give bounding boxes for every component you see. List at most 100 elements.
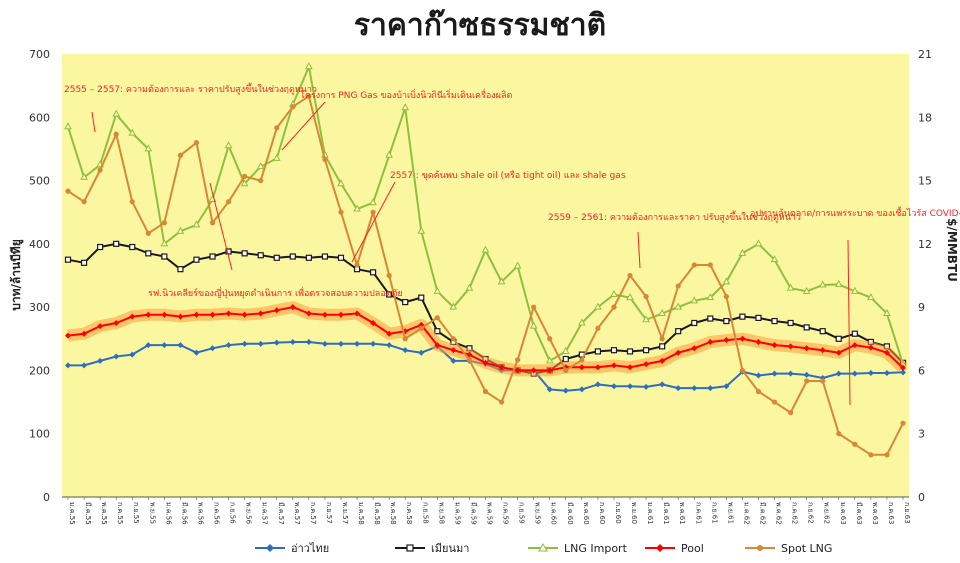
data-point — [818, 280, 827, 288]
y-tick-right: 9 — [918, 301, 925, 314]
data-point — [225, 342, 232, 349]
data-point — [386, 291, 393, 298]
data-point — [386, 272, 392, 279]
data-point — [739, 367, 746, 374]
data-point — [145, 342, 152, 349]
data-point — [192, 220, 201, 228]
data-point — [177, 152, 184, 158]
data-point — [819, 328, 826, 335]
x-tick-label: ก.ย.61 — [710, 502, 718, 524]
y-tick-left: 400 — [29, 238, 50, 251]
data-point — [867, 369, 874, 376]
x-tick-label: พ.ค.63 — [871, 502, 879, 525]
data-point — [610, 383, 617, 390]
annotation-arrow-shale — [351, 181, 396, 263]
data-point — [65, 362, 71, 369]
x-tick-label: ก.ค.59 — [502, 502, 510, 524]
x-tick-label: พ.ย.55 — [148, 502, 156, 524]
data-point — [97, 167, 103, 173]
y-tick-right: 0 — [918, 491, 925, 504]
data-point — [579, 357, 585, 363]
data-point — [626, 348, 634, 355]
data-point — [851, 342, 858, 349]
legend-label: LNG Import — [564, 542, 628, 555]
data-point — [145, 230, 151, 236]
data-point — [610, 347, 618, 354]
data-point — [723, 383, 730, 390]
legend: อ่าวไทย เมียนมา LNG Import Pool Spot LNG — [255, 542, 832, 555]
data-point — [64, 122, 72, 130]
data-point — [723, 317, 730, 325]
data-point — [594, 302, 602, 310]
data-point — [449, 302, 458, 310]
data-point — [337, 340, 344, 347]
data-point — [498, 399, 505, 405]
data-point — [418, 325, 424, 331]
data-point — [867, 344, 874, 351]
data-point — [850, 286, 859, 294]
data-point — [81, 330, 88, 337]
data-point — [129, 243, 136, 251]
legend-marker — [406, 544, 414, 552]
annotation-png-gas: โครงการ PNG Gas ของบ้าเบิ่งนิวกินีเริ่มเ… — [300, 88, 512, 101]
data-point — [434, 342, 441, 349]
data-point — [273, 339, 280, 346]
data-point — [627, 364, 634, 371]
data-point — [755, 372, 762, 379]
series-Spot LNG — [65, 93, 906, 458]
data-point — [161, 253, 168, 260]
data-point — [690, 296, 699, 304]
data-point — [803, 345, 810, 352]
data-point — [498, 364, 505, 371]
data-point — [803, 324, 810, 331]
x-tick-label: พ.ย.59 — [534, 502, 542, 524]
legend-marker — [266, 544, 274, 552]
data-point — [514, 367, 521, 374]
data-point — [113, 240, 120, 247]
x-tick-label: พ.ย.61 — [726, 502, 734, 524]
data-point — [354, 310, 361, 317]
data-point — [338, 209, 344, 215]
x-tick-label: พ.ค.59 — [486, 502, 494, 525]
data-point — [258, 177, 264, 184]
data-point — [546, 386, 553, 393]
x-tick-label: ม.ค.62 — [742, 502, 750, 525]
data-point — [531, 304, 537, 310]
legend-marker — [757, 545, 763, 551]
data-point — [193, 349, 200, 356]
data-point — [434, 328, 441, 335]
data-point — [161, 311, 168, 318]
data-point — [595, 325, 601, 331]
data-point — [385, 150, 393, 158]
data-point — [370, 319, 377, 326]
data-point — [176, 226, 185, 234]
data-point — [337, 254, 345, 261]
legend-item: Spot LNG — [745, 542, 832, 555]
data-point — [867, 293, 875, 301]
data-point — [209, 311, 216, 318]
data-point — [241, 250, 248, 257]
data-point — [129, 313, 136, 320]
data-point — [722, 277, 731, 285]
x-tick-label: ก.ค.63 — [887, 502, 895, 524]
x-tick-label: มี.ค.60 — [566, 502, 574, 525]
y-tick-left: 700 — [29, 48, 50, 61]
x-tick-label: ก.ย.59 — [518, 502, 526, 524]
data-point — [707, 262, 713, 268]
data-point — [691, 385, 698, 392]
data-point — [289, 304, 296, 311]
x-tick-label: มี.ค.55 — [84, 502, 92, 525]
data-point — [820, 378, 826, 384]
y-axis-left-label: บาท/ล้านบีทียู — [9, 239, 24, 311]
data-point — [642, 347, 650, 354]
x-tick-label: ก.ย.55 — [132, 502, 140, 524]
x-tick-label: ก.ย.58 — [421, 502, 429, 524]
data-point — [900, 364, 906, 371]
data-point — [321, 340, 328, 347]
annotation-arrow-winter2 — [637, 231, 641, 269]
data-point — [65, 188, 71, 194]
series-Pool — [65, 301, 908, 377]
data-point — [482, 359, 489, 366]
data-point — [354, 340, 361, 347]
